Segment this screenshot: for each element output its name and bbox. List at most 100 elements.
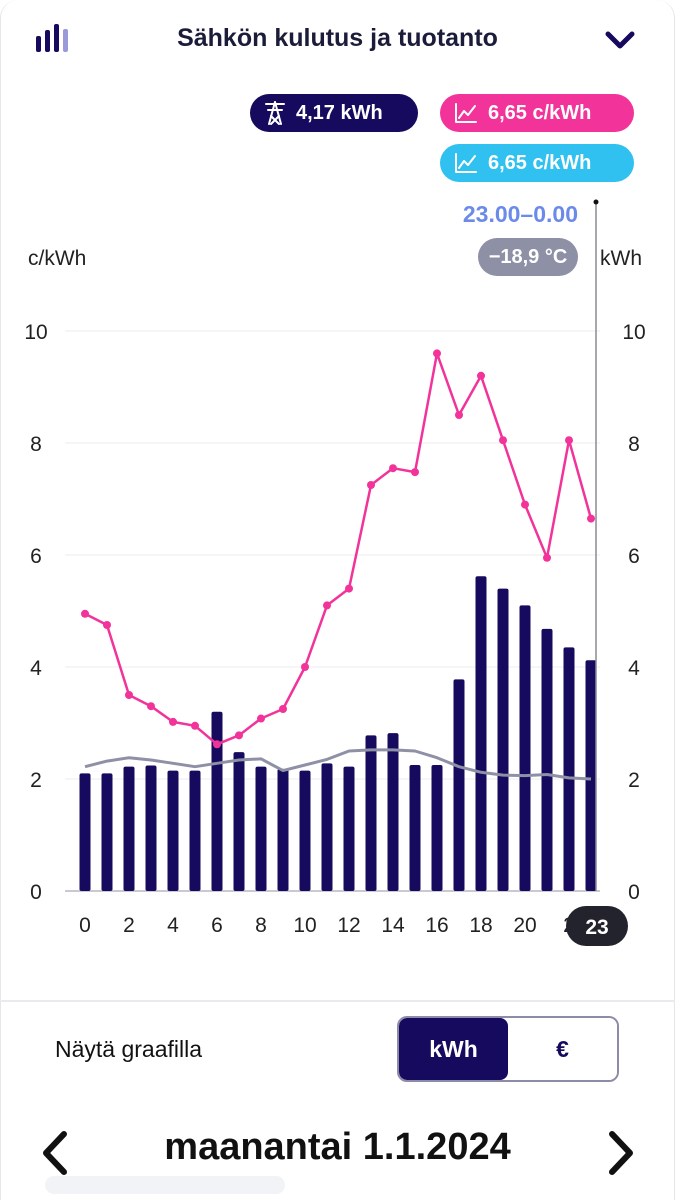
price-point (565, 436, 573, 445)
consumption-bar (541, 628, 553, 891)
temperature-line (84, 748, 592, 781)
current-date: maanantai 1.1.2024 (164, 1126, 511, 1168)
x-tick-label: 12 (337, 914, 360, 937)
consumption-bar (585, 660, 597, 891)
consumption-bar (255, 766, 267, 891)
page-title: Sähkön kulutus ja tuotanto (177, 24, 498, 52)
temperature-badge: −18,9 °C (478, 238, 578, 276)
price-point (279, 705, 287, 713)
price-point (125, 691, 133, 699)
divider (0, 1000, 675, 1002)
x-tick-label: 4 (167, 914, 179, 937)
x-tick-label: 2 (123, 914, 135, 937)
power-pylon-icon (265, 101, 285, 125)
price-point (103, 621, 111, 629)
previous-day-arrow-icon[interactable] (40, 1130, 70, 1181)
price-point (411, 468, 419, 477)
faded-footer-text (45, 1176, 285, 1194)
x-tick-label: 0 (79, 914, 91, 937)
consumption-bar (365, 735, 377, 891)
y-tick-label-left: 4 (30, 657, 42, 680)
x-tick-label: 18 (469, 914, 492, 937)
consumption-bar (475, 576, 487, 891)
selected-hour-badge (566, 906, 628, 946)
price-point (521, 500, 529, 509)
y-tick-label-right: 2 (628, 769, 640, 792)
consumption-bar (167, 770, 179, 891)
consumption-bar (497, 588, 509, 891)
x-tick-label: 16 (425, 914, 448, 937)
price-point (81, 609, 89, 618)
bar-chart-icon[interactable] (36, 22, 72, 57)
consumption-bar (453, 679, 465, 891)
consumption-bar (321, 763, 333, 891)
y-tick-label-right: 6 (628, 545, 640, 568)
toggle-kwh-button[interactable]: kWh (399, 1018, 508, 1080)
y-tick-label-right: 8 (628, 433, 640, 456)
price-point (301, 663, 309, 671)
price-point (345, 584, 353, 593)
price-point (213, 740, 221, 749)
next-day-arrow-icon[interactable] (606, 1130, 636, 1181)
consumption-bar (343, 766, 355, 891)
line-chart-icon (455, 153, 477, 173)
show-on-chart-label: Näytä graafilla (55, 1036, 203, 1062)
selection-cursor-dot (593, 199, 599, 205)
selected-hour-label: 23 (585, 916, 608, 939)
consumption-price-chart[interactable]: 0022446688101002468101214161820223 (0, 0, 675, 960)
price-point (191, 721, 199, 730)
price-value: 6,65 c/kWh (488, 101, 592, 124)
price-point (323, 601, 331, 610)
price-point (433, 349, 441, 358)
y-tick-label-left: 8 (30, 433, 42, 456)
y-tick-label-right: 10 (622, 321, 645, 344)
consumption-value: 4,17 kWh (296, 101, 383, 124)
consumption-bar (277, 768, 289, 891)
consumption-bar (409, 765, 421, 891)
price-point (477, 371, 485, 380)
consumption-badge: 4,17 kWh (250, 94, 418, 132)
x-tick-label: 10 (293, 914, 316, 937)
consumption-bar (101, 773, 113, 891)
spot-price-value: 6,65 c/kWh (488, 151, 592, 174)
price-line (84, 352, 593, 746)
consumption-bar (145, 765, 157, 891)
y-tick-label-right: 4 (628, 657, 640, 680)
consumption-bar (233, 752, 245, 891)
y-tick-label-left: 0 (30, 881, 42, 904)
price-point (169, 717, 177, 726)
y-tick-label-right: 0 (628, 881, 640, 904)
left-axis-unit: c/kWh (28, 247, 87, 270)
x-tick-label: 6 (211, 914, 223, 937)
price-point (235, 731, 243, 740)
consumption-bar (211, 711, 223, 891)
consumption-bar (79, 773, 91, 891)
price-badge: 6,65 c/kWh (440, 94, 634, 132)
selected-time-range: 23.00–0.00 (462, 201, 578, 227)
header: Sähkön kulutus ja tuotanto (0, 0, 675, 80)
spot-price-badge: 6,65 c/kWh (440, 144, 634, 182)
toggle-euro-button[interactable]: € (508, 1018, 617, 1080)
consumption-bar (563, 647, 575, 891)
price-point (367, 481, 375, 489)
consumption-bar (189, 770, 201, 891)
price-point (543, 553, 551, 562)
consumption-bar (299, 770, 311, 891)
price-point (455, 411, 463, 419)
consumption-bar (387, 733, 399, 891)
unit-toggle[interactable]: kWh € (397, 1016, 619, 1082)
x-tick-label: 20 (513, 914, 536, 937)
price-point (499, 436, 507, 445)
y-tick-label-left: 2 (30, 769, 42, 792)
price-point (389, 464, 397, 473)
consumption-bar (431, 765, 443, 891)
price-point (587, 514, 595, 523)
chevron-down-icon[interactable] (604, 28, 636, 57)
price-point (257, 714, 265, 723)
consumption-bar (519, 605, 531, 891)
line-chart-icon (455, 103, 477, 123)
y-tick-label-left: 10 (24, 321, 47, 344)
x-tick-label: 8 (255, 914, 267, 937)
y-tick-label-left: 6 (30, 545, 42, 568)
price-point (147, 702, 155, 711)
